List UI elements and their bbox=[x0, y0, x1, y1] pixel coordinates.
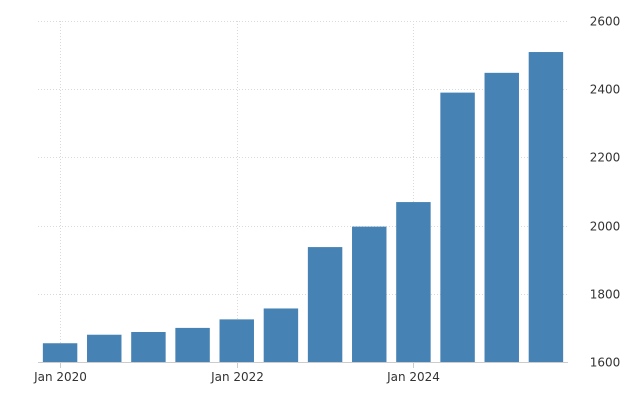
y-axis-ticks: 1600 1800 2000 2200 2400 2600 bbox=[590, 15, 621, 370]
bar bbox=[263, 308, 299, 362]
bar bbox=[87, 334, 122, 362]
bar bbox=[307, 247, 343, 362]
x-tick-label: Jan 2022 bbox=[210, 370, 264, 384]
bar bbox=[484, 72, 519, 362]
bar bbox=[42, 343, 78, 362]
bar bbox=[396, 202, 431, 362]
x-tick-label: Jan 2024 bbox=[386, 370, 440, 384]
y-tick-label: 1800 bbox=[590, 288, 621, 302]
y-tick-label: 2600 bbox=[590, 15, 621, 29]
bars bbox=[42, 52, 564, 363]
bar bbox=[440, 92, 475, 363]
y-tick-label: 2200 bbox=[590, 151, 621, 165]
y-tick-label: 2400 bbox=[590, 83, 621, 97]
bar bbox=[219, 319, 254, 362]
bar bbox=[352, 226, 387, 362]
bar bbox=[528, 52, 564, 362]
y-tick-label: 2000 bbox=[590, 220, 621, 234]
bar bbox=[175, 327, 210, 362]
grid-lines bbox=[38, 21, 568, 368]
x-tick-label: Jan 2020 bbox=[33, 370, 87, 384]
y-tick-label: 1600 bbox=[590, 356, 621, 370]
bar bbox=[131, 331, 166, 362]
x-axis-ticks: Jan 2020 Jan 2022 Jan 2024 bbox=[33, 370, 440, 384]
